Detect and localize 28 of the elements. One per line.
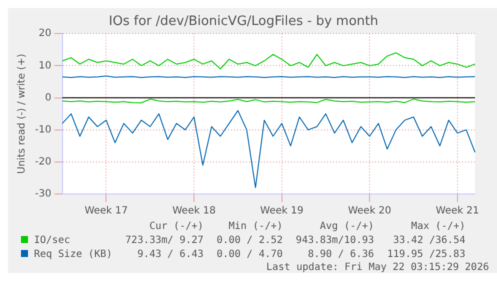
x-tick-label: Week 21: [436, 206, 480, 217]
text: 723.33m/ 9.27: [124, 234, 205, 248]
text: Max (-/+): [410, 220, 466, 234]
text: Last update: Fri May 22 03:15:29 2026: [265, 262, 490, 273]
legend-label: Req Size (KB): [33, 248, 114, 262]
text: 0.00 / 2.52: [216, 234, 284, 248]
text: 119.95 /25.83: [386, 248, 466, 262]
text: 0.00 / 4.70: [216, 248, 284, 262]
text: Min (-/+): [228, 220, 284, 234]
x-tick-label: Week 18: [172, 206, 216, 217]
x-tick-label: Week 20: [348, 206, 392, 217]
text: Avg (-/+): [318, 220, 376, 234]
y-tick-label: -30: [34, 188, 52, 200]
y-tick-label: 10: [38, 60, 52, 72]
y-tick-label: -10: [34, 124, 52, 136]
text: 33.42 /36.54: [392, 234, 466, 248]
y-tick-label: -20: [34, 156, 52, 168]
x-tick-label: Week 17: [84, 206, 128, 217]
y-axis-title: Units read (-) / write (+): [16, 54, 28, 174]
y-tick-label: 0: [44, 92, 52, 104]
legend-label: IO/sec: [33, 234, 72, 248]
text: Cur (-/+): [148, 220, 205, 234]
chart-title: IOs for /dev/BionicVG/LogFiles - by month: [108, 14, 378, 30]
x-tick-label: Week 19: [260, 206, 304, 217]
text: 9.43 / 6.43: [136, 248, 205, 262]
text: 943.83m/10.93: [294, 234, 376, 248]
y-tick-label: 20: [38, 28, 52, 40]
text: 8.90 / 6.36: [306, 248, 376, 262]
